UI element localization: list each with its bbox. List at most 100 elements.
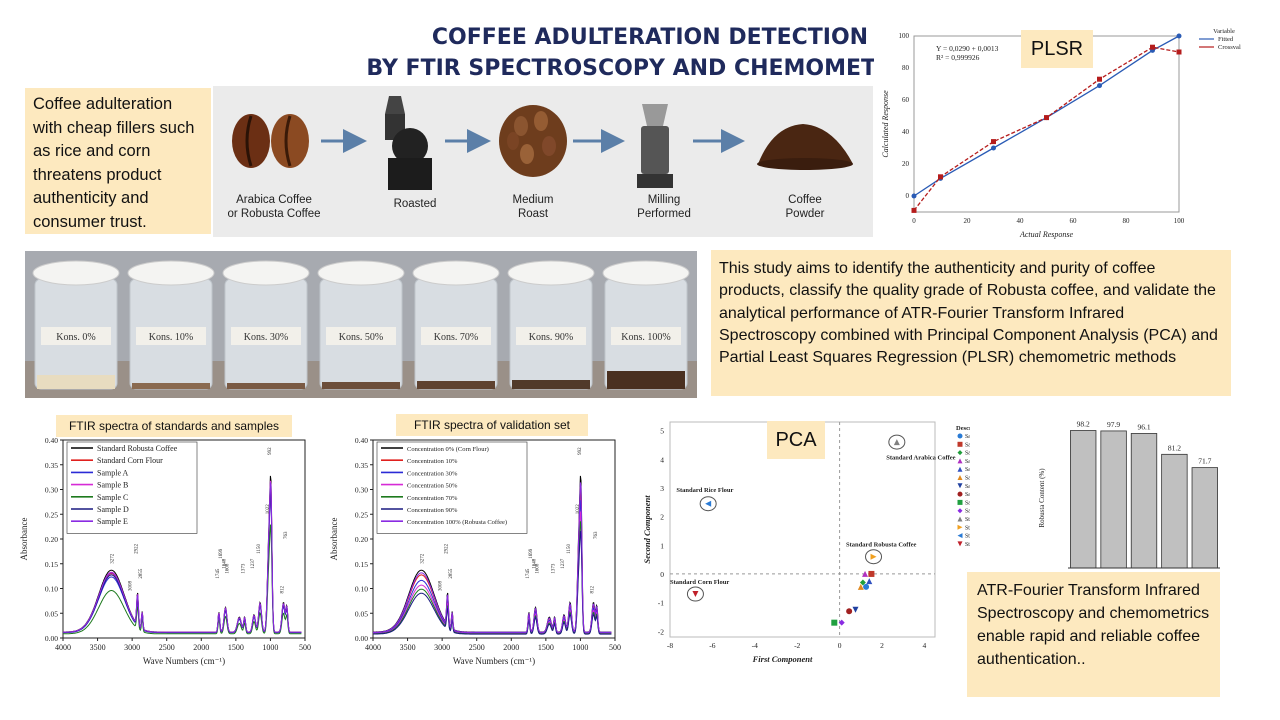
point-marker (957, 533, 963, 539)
legend-label: Concentration 0% (Corn Flour) (407, 446, 489, 453)
point-marker (868, 570, 875, 577)
point-marker (852, 606, 859, 613)
y-tick-label: 0.00 (45, 634, 58, 643)
bar (1191, 467, 1218, 569)
peak-label: 1648 (533, 558, 538, 569)
fitted-point (991, 145, 996, 151)
jar-lid (222, 260, 310, 286)
point-marker (863, 583, 870, 590)
x-tick-label: 4 (923, 641, 927, 650)
y-tick-label: -1 (658, 599, 664, 608)
x-tick-label: 0 (912, 217, 916, 225)
standard-circle (865, 549, 883, 565)
point-marker (957, 516, 963, 522)
y-tick-label: 0.05 (45, 609, 58, 618)
peak-label: 1022 (266, 504, 271, 515)
peak-label: 3008 (439, 580, 444, 591)
point-marker (859, 579, 866, 586)
x-tick-label: 500 (299, 643, 311, 652)
jar-lid (127, 260, 215, 286)
fitted-point (911, 193, 917, 199)
plsr-tag: PLSR (1021, 30, 1093, 68)
title-line-2: BY FTIR SPECTROSCOPY AND CHEMOMETRICS (366, 56, 934, 81)
x-tick-label: 1500 (228, 643, 244, 652)
jar-contents (132, 383, 210, 389)
x-axis-label: First Component (752, 654, 813, 664)
legend-title: Variable (1213, 28, 1235, 35)
legend-label: Sample D (97, 505, 129, 514)
y-axis-label: Absorbance (329, 518, 339, 561)
legend-label: Standard Robusta Coffee (97, 444, 178, 453)
jar-label-tag (41, 327, 111, 345)
peak-label: 1745 (216, 568, 221, 579)
roasted-beans-icon (499, 105, 567, 177)
crossval-point (938, 174, 943, 180)
plsr-r2: R² = 0,999926 (936, 53, 980, 62)
y-tick-label: 1 (660, 541, 664, 550)
conclusion-note: ATR-Fourier Transform Infrared Spectrosc… (967, 572, 1220, 697)
standard-circle (699, 496, 717, 512)
point-marker (870, 553, 877, 560)
peak-label: 763 (594, 531, 599, 539)
jar-label-tag (516, 327, 586, 345)
jar: Kons. 100% (602, 260, 690, 390)
x-tick-label: 0 (838, 641, 842, 650)
jar-label-tag (611, 327, 681, 345)
y-tick-label: 0.25 (355, 510, 368, 519)
aim-note: This study aims to identify the authenti… (711, 250, 1231, 396)
bar-value-label: 97.9 (1107, 420, 1120, 429)
x-axis-label: Wave Numbers (cm⁻¹) (453, 656, 535, 666)
fitted-point (1176, 33, 1182, 39)
jar-label: Kons. 90% (529, 332, 573, 343)
jar-contents (322, 382, 400, 389)
legend-label: Concentration 70% (407, 495, 458, 502)
jar: Kons. 10% (127, 260, 215, 390)
x-tick-label: -2 (794, 641, 800, 650)
jar-contents (37, 375, 115, 389)
peak-label: 1699 (219, 548, 224, 559)
x-tick-label: 1000 (572, 643, 588, 652)
point-marker (957, 466, 963, 472)
jar: Kons. 50% (317, 260, 405, 390)
peak-label: 3272 (110, 553, 115, 564)
step-label-beans: Arabica Coffee or Robusta Coffee (227, 194, 321, 220)
legend-label: Standard Corn Flour (965, 542, 970, 548)
legend-label: Crossval (1218, 44, 1241, 51)
bar-value-label: 96.1 (1137, 422, 1150, 431)
step-label-medium-roast: Medium Roast (512, 194, 554, 220)
fitted-point (1097, 83, 1102, 89)
step-label-roasted: Roasted (393, 198, 437, 210)
peak-label: 2855 (449, 568, 454, 579)
peak-label: 992 (268, 447, 273, 455)
peak-label: 1745 (526, 568, 531, 579)
standard-circle (686, 586, 704, 602)
legend-label: Sample D (Simplo) (965, 491, 970, 498)
peak-label: 1237 (561, 558, 566, 569)
legend-label: Sample B (97, 481, 128, 490)
y-tick-label: 0.30 (355, 486, 368, 495)
legend-label: Sample C (97, 493, 128, 502)
pca-tag: PCA (767, 421, 825, 459)
point-marker (692, 591, 699, 597)
ftir-standards-title: FTIR spectra of standards and samples (56, 415, 292, 437)
intro-note: Coffee adulteration with cheap fillers s… (25, 88, 211, 234)
y-tick-label: 0.40 (45, 436, 58, 445)
coffee-beans-icon (232, 114, 309, 168)
legend-label: Concentration 100% (Robusta Coffee) (407, 519, 507, 526)
peak-label: 1150 (257, 544, 262, 554)
y-tick-label: 0.40 (355, 436, 368, 445)
peak-label: 1608 (535, 563, 540, 574)
plsr-equation: Y = 0,0290 + 0,0013 (936, 44, 999, 53)
jar: Kons. 70% (412, 260, 500, 390)
peak-label: 2855 (139, 568, 144, 579)
y-tick-label: 0.15 (45, 560, 58, 569)
crossval-point (1176, 49, 1182, 55)
peak-label: 1608 (225, 563, 230, 574)
legend-box (66, 441, 198, 534)
x-tick-label: 4000 (365, 643, 381, 652)
peak-label: 1237 (251, 558, 256, 569)
peak-label: 1150 (567, 544, 572, 554)
y-tick-label: 0.10 (355, 585, 368, 594)
y-axis-label: Second Component (642, 495, 652, 564)
jar-label-tag (231, 327, 301, 345)
